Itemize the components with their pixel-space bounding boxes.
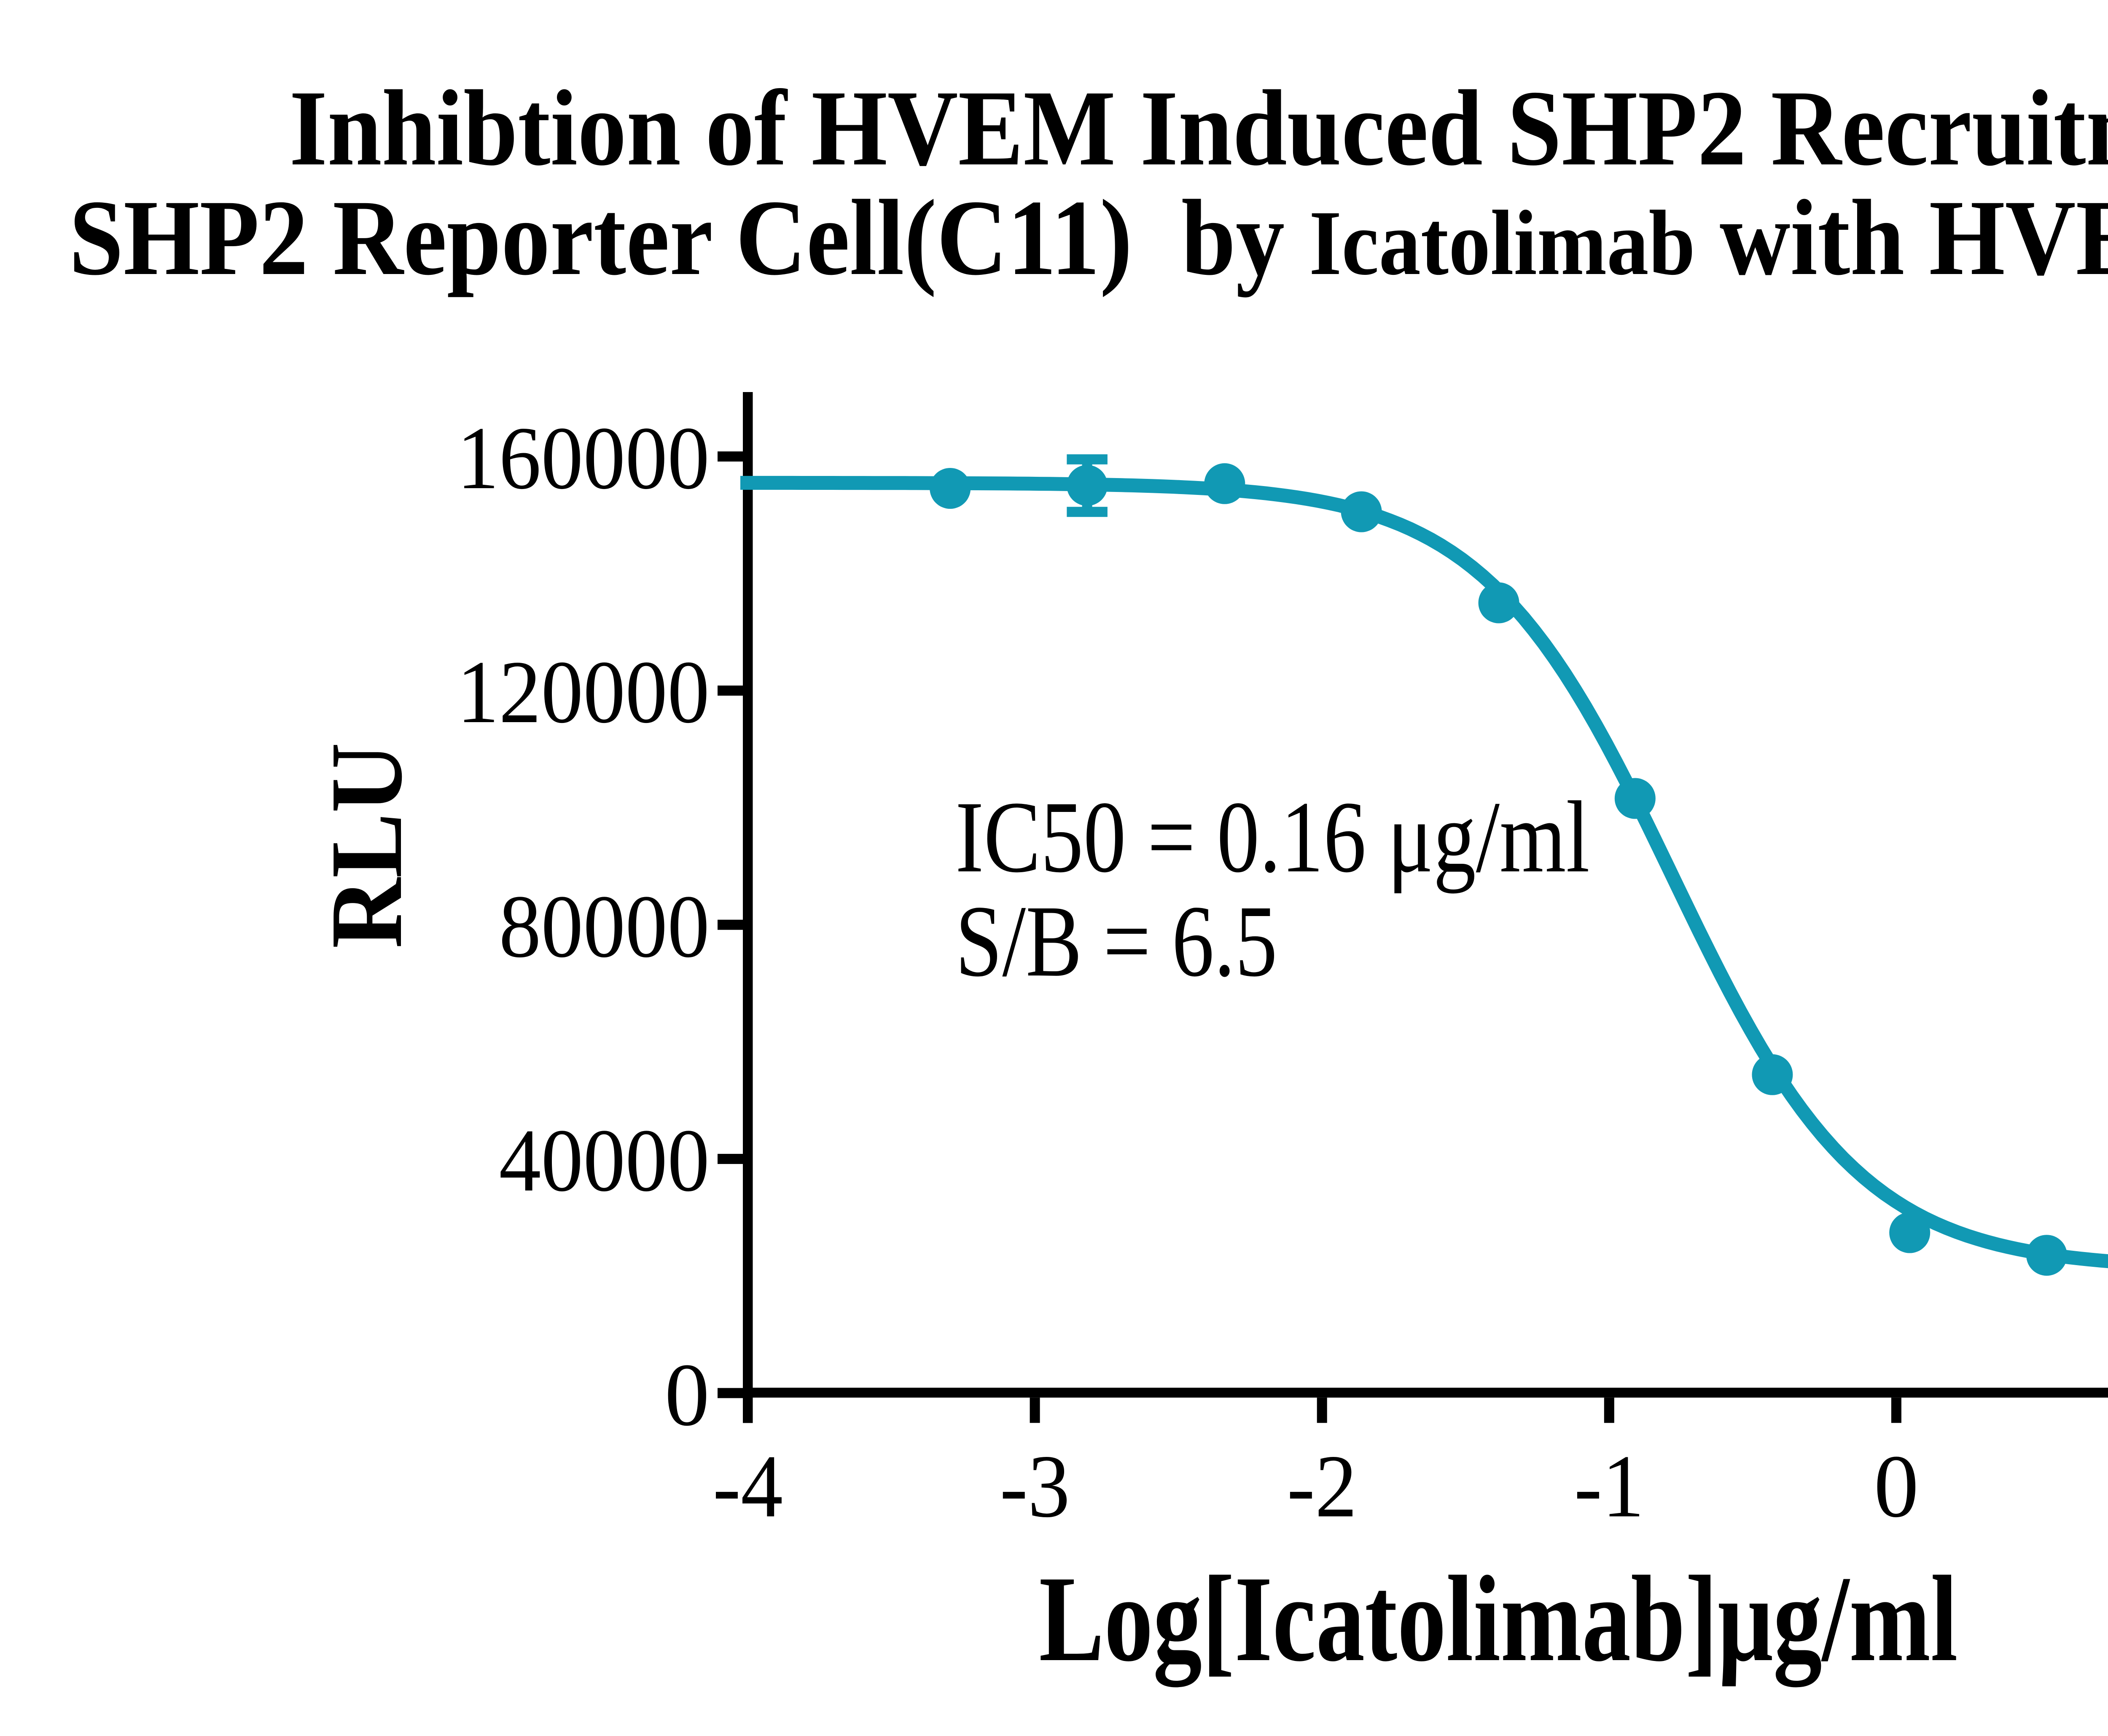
- svg-text:-3: -3: [1000, 1436, 1070, 1536]
- svg-text:-4: -4: [713, 1436, 783, 1536]
- svg-text:Log[Icatolimab]μg/ml: Log[Icatolimab]μg/ml: [1039, 1551, 1957, 1689]
- svg-text:RLU: RLU: [309, 742, 423, 948]
- svg-text:-1: -1: [1574, 1436, 1644, 1536]
- svg-text:40000: 40000: [499, 1110, 710, 1210]
- svg-text:IC50 = 0.16 μg/ml: IC50 = 0.16 μg/ml: [955, 781, 1590, 894]
- svg-text:Inhibtion of HVEM Induced SHP2: Inhibtion of HVEM Induced SHP2 Recruitme…: [289, 68, 2108, 188]
- svg-text:0: 0: [665, 1345, 710, 1445]
- svg-text:160000: 160000: [457, 408, 710, 508]
- svg-text:-2: -2: [1287, 1436, 1357, 1536]
- svg-text:80000: 80000: [499, 876, 710, 976]
- svg-text:120000: 120000: [457, 642, 710, 742]
- svg-text:S/B = 6.5: S/B = 6.5: [955, 885, 1277, 998]
- svg-text:0: 0: [1874, 1437, 1919, 1536]
- svg-text:SHP2 Reporter Cell(C11) by Ic: SHP2 Reporter Cell(C11) by Icatolimab wi…: [69, 177, 2108, 297]
